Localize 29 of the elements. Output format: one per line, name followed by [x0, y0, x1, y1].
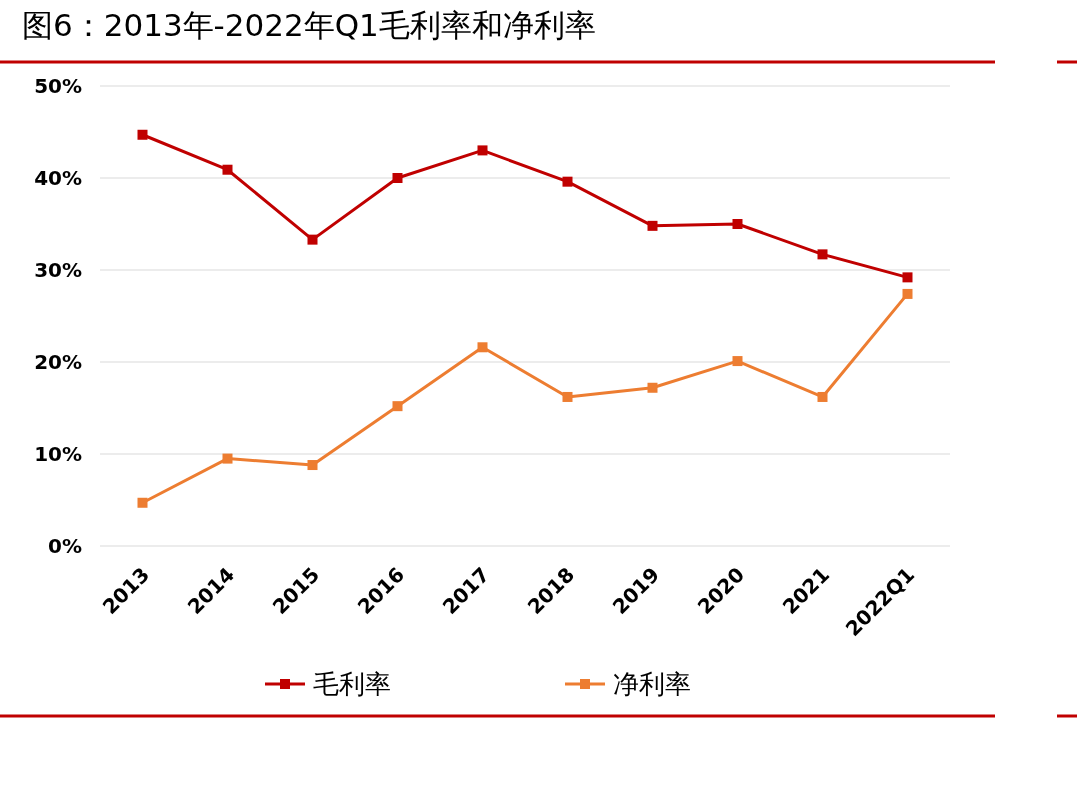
point — [817, 249, 828, 260]
point — [392, 401, 403, 412]
point — [647, 220, 658, 231]
point — [392, 173, 403, 183]
point — [222, 164, 233, 175]
point — [902, 272, 913, 283]
point — [732, 356, 743, 367]
y-tick-label: 0% — [48, 534, 82, 558]
point — [732, 219, 743, 229]
point — [307, 234, 318, 245]
point — [817, 391, 828, 402]
y-tick-label: 20% — [34, 350, 82, 374]
point — [222, 453, 233, 464]
point — [477, 145, 488, 156]
legend-label: 净利率 — [613, 669, 691, 699]
point — [562, 176, 573, 187]
point — [902, 288, 913, 299]
point — [477, 342, 488, 353]
y-tick-label: 10% — [34, 442, 82, 466]
y-tick-label: 50% — [34, 74, 82, 98]
point — [647, 382, 658, 393]
y-tick-label: 30% — [34, 258, 82, 282]
point — [137, 497, 148, 508]
y-tick-label: 40% — [34, 166, 82, 190]
chart-title: 图6：2013年-2022年Q1毛利率和净利率 — [22, 7, 596, 43]
point — [307, 460, 318, 471]
point — [562, 391, 573, 402]
legend-label: 毛利率 — [313, 669, 391, 699]
point — [137, 129, 148, 140]
